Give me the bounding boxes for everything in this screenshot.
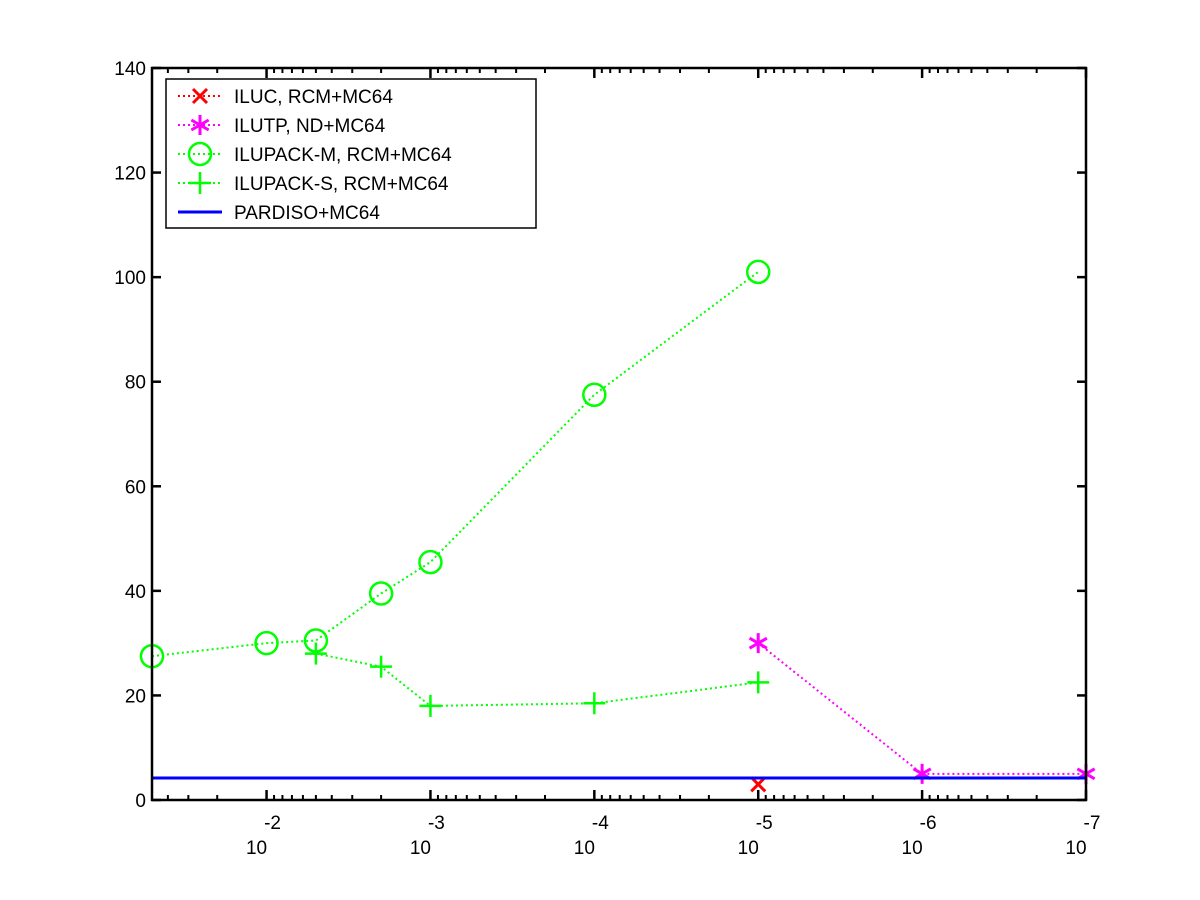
legend-label-1: ILUTP, ND+MC64 xyxy=(234,116,386,137)
legend-box xyxy=(165,78,537,229)
x-tick-label-base-0: 10 xyxy=(246,838,267,859)
legend-entry-3: ILUPACK-S, RCM+MC64 xyxy=(178,172,449,195)
axis-ticks: 0 20 40 60 80 100 120 140 10 -2 10 -3 10 -4 10 -5 10 -6 10… xyxy=(114,59,1100,859)
series-0 xyxy=(750,776,767,793)
legend-label-4: PARDISO+MC64 xyxy=(234,203,380,224)
legend-entry-1: ILUTP, ND+MC64 xyxy=(178,115,386,137)
y-tick-label-5: 100 xyxy=(114,268,146,289)
x-tick-label-exp-2: -4 xyxy=(592,813,609,834)
legend-marker-2 xyxy=(187,141,213,167)
point-3-1 xyxy=(370,655,393,678)
point-1-0 xyxy=(748,633,768,654)
series-line-2 xyxy=(151,271,759,658)
legend-label-3: ILUPACK-S, RCM+MC64 xyxy=(234,174,449,195)
y-tick-label-7: 140 xyxy=(114,59,146,80)
point-3-0 xyxy=(304,642,327,665)
x-tick-label-exp-1: -3 xyxy=(428,813,445,834)
legend-marker-0 xyxy=(191,87,209,105)
point-2-6 xyxy=(745,259,771,285)
series-2 xyxy=(139,259,771,669)
x-tick-label-base-5: 10 xyxy=(1065,838,1086,859)
legend-marker-3 xyxy=(189,172,211,194)
legend-marker-1 xyxy=(190,115,210,135)
point-3-2 xyxy=(419,694,442,717)
x-tick-label-exp-3: -5 xyxy=(756,813,773,834)
x-tick-label-base-2: 10 xyxy=(574,838,595,859)
point-3-3 xyxy=(583,692,606,715)
point-0-0 xyxy=(750,776,767,793)
legend-label-2: ILUPACK-M, RCM+MC64 xyxy=(234,145,452,166)
legend-entry-0: ILUC, RCM+MC64 xyxy=(178,87,393,108)
x-tick-label-base-4: 10 xyxy=(902,838,923,859)
point-3-4 xyxy=(747,671,770,694)
point-2-3 xyxy=(368,581,394,606)
x-tick-label-base-1: 10 xyxy=(410,838,431,859)
point-2-1 xyxy=(254,630,279,656)
y-tick-label-0: 0 xyxy=(135,791,146,812)
legend: ILUC, RCM+MC64 ILUTP, ND+MC64 ILUPACK-M, R… xyxy=(165,78,537,229)
x-tick-label-base-3: 10 xyxy=(738,838,759,859)
series-3 xyxy=(304,642,770,717)
legend-entry-4: PARDISO+MC64 xyxy=(178,203,380,224)
y-tick-label-4: 80 xyxy=(125,373,146,394)
point-2-4 xyxy=(418,549,443,575)
point-2-5 xyxy=(582,382,607,408)
y-tick-label-1: 20 xyxy=(125,686,146,707)
y-tick-label-2: 40 xyxy=(125,582,146,603)
y-tick-label-3: 60 xyxy=(125,477,146,498)
y-tick-label-6: 120 xyxy=(114,164,146,185)
x-tick-label-exp-4: -6 xyxy=(920,813,937,834)
legend-entry-2: ILUPACK-M, RCM+MC64 xyxy=(178,141,452,167)
x-tick-label-exp-0: -2 xyxy=(264,813,281,834)
x-tick-label-exp-5: -7 xyxy=(1084,813,1101,834)
legend-label-0: ILUC, RCM+MC64 xyxy=(234,87,393,108)
